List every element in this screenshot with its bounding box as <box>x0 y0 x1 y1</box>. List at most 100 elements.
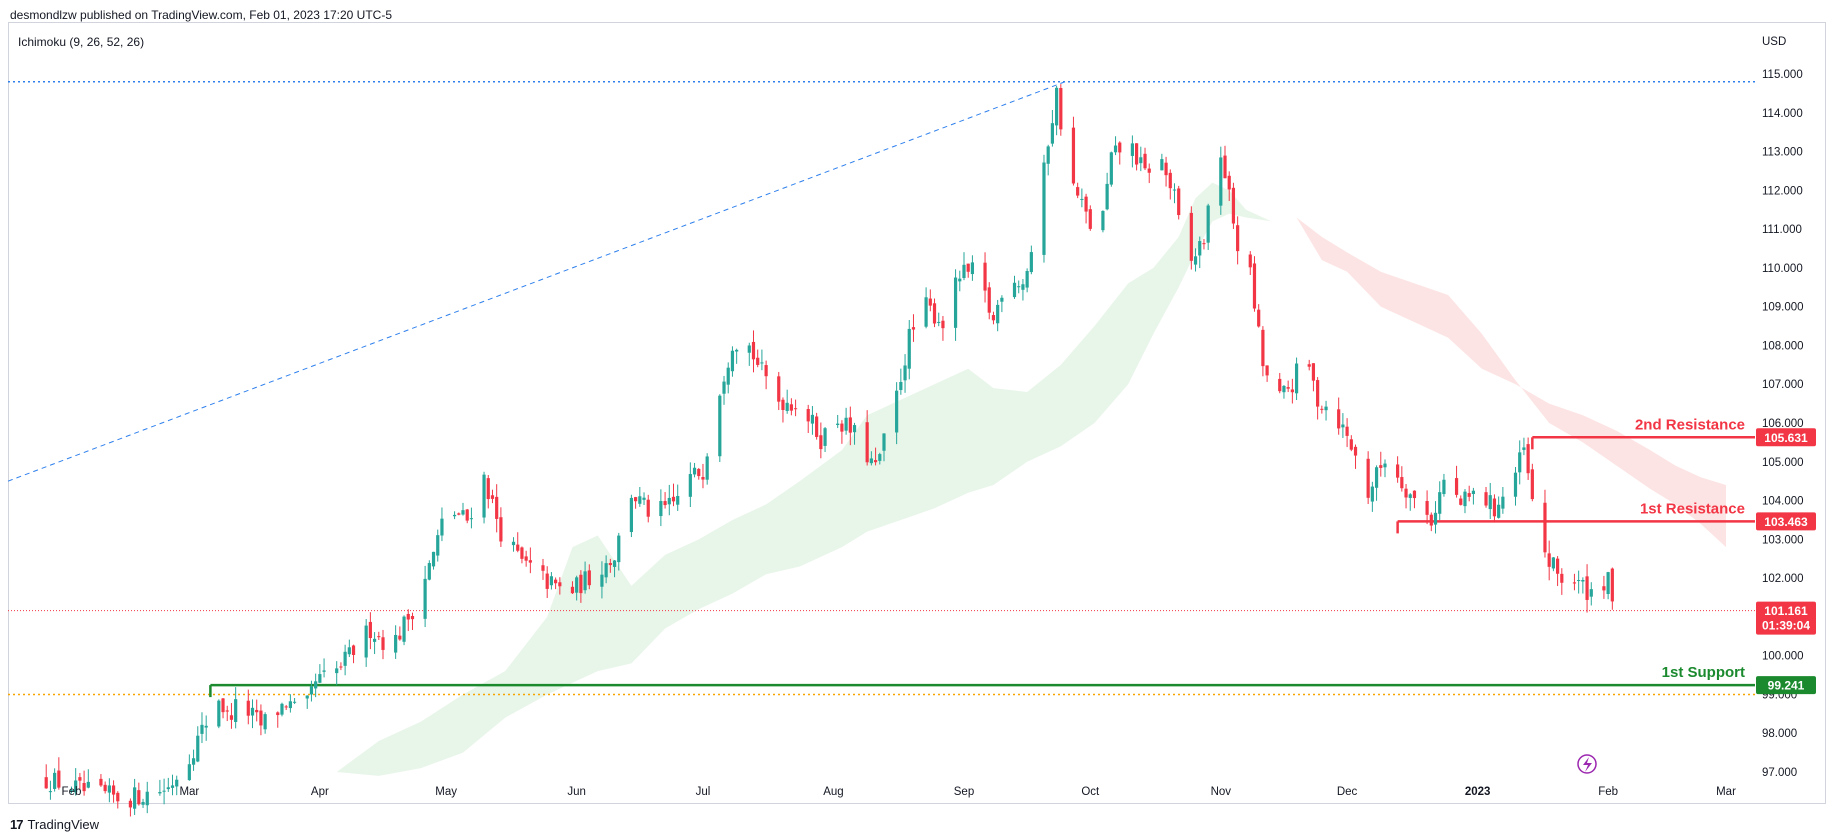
candle-body <box>705 456 709 480</box>
candle-body <box>1101 210 1105 231</box>
candle-body <box>996 304 1000 324</box>
candle-body <box>1172 189 1177 191</box>
candle-body <box>457 513 461 515</box>
candle-body <box>263 714 267 730</box>
candle-body <box>53 772 57 789</box>
candle-body <box>554 579 558 584</box>
candle-body <box>196 735 200 762</box>
candle-body <box>688 474 692 497</box>
level-badge <box>1756 512 1816 531</box>
date-tick-label: Jul <box>696 786 711 798</box>
candle-body <box>747 345 751 353</box>
price-tick-label: 115.000 <box>1762 69 1803 81</box>
candle-body <box>74 780 78 793</box>
candle-body <box>718 395 722 457</box>
candle-body <box>225 710 229 712</box>
candle-body <box>1206 205 1210 243</box>
tradingview-logo-icon: 17 <box>10 817 24 832</box>
candle-body <box>103 784 107 792</box>
candle-body <box>1459 498 1463 505</box>
candle-body <box>1164 162 1168 176</box>
candle-body <box>777 376 781 402</box>
candle-body <box>570 586 575 594</box>
candle-body <box>600 574 604 587</box>
candle-body <box>987 287 991 313</box>
candle-body <box>970 262 975 275</box>
candle-body <box>398 635 402 640</box>
candle-body <box>1492 498 1497 517</box>
level-badge <box>1756 676 1816 695</box>
candle-body <box>941 320 945 329</box>
candle-body <box>322 670 326 672</box>
candle-body <box>461 510 465 515</box>
candle-body <box>204 725 208 728</box>
candle-body <box>1353 446 1358 456</box>
candle-body <box>764 365 768 377</box>
lightning-icon[interactable] <box>1577 754 1597 774</box>
candle-body <box>1080 198 1084 200</box>
date-tick-label: 2023 <box>1465 786 1491 798</box>
candle-body <box>1055 87 1059 126</box>
candle-body <box>722 381 726 394</box>
candle-body <box>1130 143 1134 156</box>
candle-body <box>1223 155 1227 179</box>
candle-body <box>107 785 111 793</box>
candle-body <box>1084 196 1088 212</box>
candle-body <box>966 263 970 272</box>
candle-body <box>187 764 191 781</box>
candle-body <box>793 408 798 410</box>
date-tick-label: Apr <box>311 786 329 798</box>
candle-body <box>617 535 621 563</box>
drawing-lines <box>7 81 1755 698</box>
candle-body <box>1017 286 1021 288</box>
candle-body <box>587 570 591 586</box>
candle-body <box>1513 472 1518 497</box>
candle-body <box>440 518 444 536</box>
candle-body <box>1602 586 1606 591</box>
candle-body <box>1177 188 1181 216</box>
candle-body <box>697 468 701 477</box>
level-label: 1st Resistance <box>1640 500 1745 517</box>
candle-body <box>1522 447 1526 450</box>
candle-body <box>1547 553 1551 567</box>
candle-body <box>638 496 642 504</box>
candle-body <box>903 365 907 381</box>
candle-body <box>1606 572 1610 595</box>
candle-body <box>1442 479 1446 495</box>
candle-body <box>78 777 82 781</box>
level-badge <box>1756 428 1816 447</box>
candle-body <box>1076 187 1080 196</box>
date-tick-label: Sep <box>954 786 974 798</box>
candle-body <box>221 698 225 713</box>
candle-body <box>495 496 499 519</box>
candle-body <box>57 770 61 788</box>
candle-body <box>789 404 793 411</box>
candle-body <box>1349 439 1353 450</box>
price-tick-label: 111.000 <box>1762 224 1802 236</box>
candle-body <box>170 785 175 788</box>
candle-body <box>314 681 318 689</box>
date-tick-label: Nov <box>1211 786 1232 798</box>
publish-header: desmondlzw published on TradingView.com,… <box>10 8 393 22</box>
price-tick-label: 103.000 <box>1762 534 1804 546</box>
candle-body <box>305 695 309 699</box>
candle-body <box>1257 309 1261 327</box>
candle-body <box>469 518 474 520</box>
candle-body <box>339 666 343 668</box>
price-tick-label: 100.000 <box>1762 651 1804 663</box>
candle-body <box>1042 162 1046 255</box>
candle-body <box>490 495 495 499</box>
candle-body <box>1168 172 1172 189</box>
candle-body <box>284 706 288 708</box>
date-tick-label: Oct <box>1081 786 1100 798</box>
candle-body <box>368 621 372 639</box>
indicator-legend[interactable]: Ichimoku (9, 26, 52, 26) <box>18 35 145 49</box>
candle-body <box>293 701 297 703</box>
candle-body <box>1294 363 1299 394</box>
footer-brand[interactable]: 17 TradingView <box>10 817 99 832</box>
candle-body <box>158 792 162 794</box>
candle-body <box>318 674 322 683</box>
last-price-value: 101.161 <box>1764 604 1808 618</box>
candle-body <box>1029 252 1033 273</box>
